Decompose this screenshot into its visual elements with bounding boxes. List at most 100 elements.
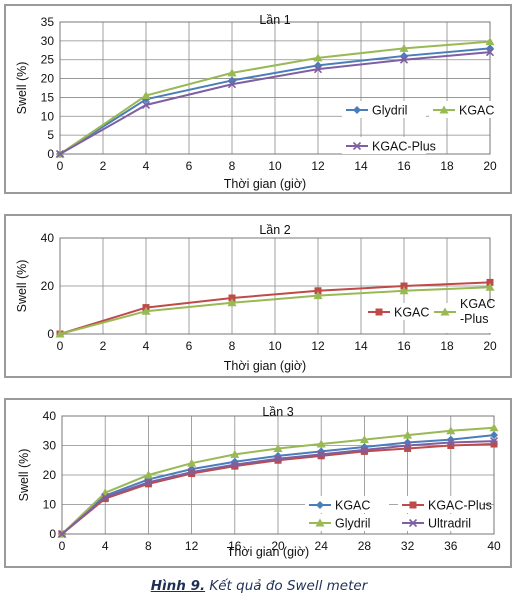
legend-label-kgac-plus: -Plus: [460, 312, 488, 326]
data-point-kgac: [490, 431, 498, 440]
x-tick-label: 8: [229, 159, 236, 173]
plot-area: [61, 415, 495, 535]
data-point-kgac: [400, 282, 408, 290]
y-tick-label: 40: [41, 231, 55, 245]
y-tick-label: 30: [41, 34, 55, 48]
data-point-kgac-plus: [317, 452, 325, 460]
data-point-ultradril: [446, 438, 455, 447]
data-point-kgac-plus: [144, 480, 152, 488]
x-tick-label: 16: [228, 539, 242, 553]
legend-label-ultradril: Ultradril: [428, 517, 471, 531]
data-point-glydril: [230, 449, 240, 458]
series-line-kgac-plus: [59, 51, 491, 155]
y-tick-label: 35: [41, 15, 55, 29]
figure-caption: Hình 9. Kết quả đo Swell meter: [0, 578, 518, 594]
data-point-ultradril: [187, 467, 196, 477]
legend-label-kgac-plus: KGAC-Plus: [428, 499, 492, 513]
legend-label-kgac: KGAC: [459, 104, 494, 118]
data-point-kgac-plus: [404, 444, 412, 452]
chart-2: 0 2 4 6 8 10 12 14 16 18 20 0 20 40 Lần 2 Thời gian (gi…: [15, 223, 497, 373]
data-point-kgac-plus: [227, 298, 237, 307]
data-point-kgac: [274, 451, 282, 460]
data-point-kgac-plus: [447, 442, 455, 449]
y-tick-label: 0: [47, 147, 54, 161]
data-point-kgac-plus: [231, 462, 239, 470]
data-point-glydril: [273, 443, 283, 452]
legend-bg: [429, 101, 510, 118]
legend-label-glydril: Glydril: [372, 104, 407, 118]
x-tick-label: 6: [186, 339, 193, 353]
data-point-kgac: [187, 465, 196, 474]
legend-marker-kgac-plus: [409, 501, 417, 509]
x-tick-label: 4: [102, 539, 109, 553]
x-tick-label: 24: [315, 539, 329, 553]
data-point-kgac: [446, 435, 455, 444]
x-tick-label: 32: [401, 539, 415, 553]
data-point-kgac-plus: [227, 80, 237, 89]
data-point-kgac-plus: [399, 55, 409, 64]
data-point-glydril: [446, 426, 456, 435]
x-tick-label: 14: [354, 159, 368, 173]
y-tick-label: 40: [43, 409, 57, 423]
y-tick-label: 30: [43, 439, 57, 453]
legend-bg: [342, 101, 426, 118]
data-point-glydril: [489, 423, 499, 432]
legend-label-kgac-plus: KGAC-Plus: [372, 140, 436, 154]
data-point-ultradril: [144, 478, 153, 487]
legend-marker-kgac-plus: [440, 307, 450, 316]
data-point-kgac: [227, 68, 237, 77]
x-axis-label: Thời gian (giờ): [227, 545, 309, 559]
x-tick-label: 10: [268, 339, 282, 353]
legend-bg: [364, 303, 448, 320]
data-point-kgac-plus: [274, 456, 282, 464]
legend-marker-kgac: [439, 105, 449, 114]
data-point-glydril: [143, 470, 153, 479]
x-tick-label: 20: [483, 339, 497, 353]
data-point-kgac: [360, 442, 369, 451]
y-axis-label: Swell (%): [15, 62, 29, 115]
legend-marker-ultradril: [408, 518, 418, 528]
legend-marker-kgac: [375, 308, 383, 316]
data-point-ultradril: [317, 450, 326, 459]
x-tick-label: 28: [358, 539, 372, 553]
legend-marker-kgac-plus: [352, 141, 362, 151]
data-point-kgac-plus: [141, 100, 151, 110]
chart-3: 0 4 8 12 16 20 24 28 32 36 40 0 10 20 30 40 Lần 3 Thời gi…: [17, 405, 501, 559]
x-tick-label: 2: [100, 339, 107, 353]
data-point-kgac-plus: [313, 65, 323, 74]
x-tick-label: 16: [397, 159, 411, 173]
legend-marker-glydril: [315, 518, 325, 527]
data-point-kgac-plus: [188, 470, 196, 478]
legend-marker-glydril: [353, 106, 361, 114]
data-point-ultradril: [403, 441, 412, 450]
legend-bg: [305, 496, 389, 513]
data-point-ultradril: [230, 460, 239, 469]
x-axis-label: Thời gian (giờ): [224, 359, 306, 373]
y-tick-label: 0: [49, 527, 56, 541]
chart-title: Lần 3: [262, 405, 293, 419]
figure-label: Hình 9.: [150, 578, 206, 594]
y-axis-label: Swell (%): [17, 449, 31, 502]
chart-1: 0 2 4 6 8 10 12 14 16 18 20 0 5 10 15 20 25 30 35 Lần 1 Thời…: [15, 13, 510, 191]
chart-title: Lần 1: [259, 13, 290, 27]
chart-panel-3: 0 4 8 12 16 20 24 28 32 36 40 0 10 20 30 40 Lần 3 Thời gi…: [4, 398, 512, 568]
figure-caption-text: Kết quả đo Swell meter: [209, 578, 368, 594]
series-line-kgac: [59, 281, 491, 335]
x-tick-label: 36: [444, 539, 458, 553]
x-tick-label: 14: [354, 339, 368, 353]
chart-panel-1: 0 2 4 6 8 10 12 14 16 18 20 0 5 10 15 20 25 30 35 Lần 1 Thời…: [4, 4, 512, 194]
x-tick-label: 16: [397, 339, 411, 353]
data-point-glydril: [316, 439, 326, 448]
x-tick-label: 8: [229, 339, 236, 353]
data-point-glydril: [359, 435, 369, 444]
x-axis-label: Thời gian (giờ): [224, 177, 306, 191]
data-point-ultradril: [273, 454, 283, 463]
x-tick-label: 4: [143, 339, 150, 353]
x-tick-label: 12: [185, 539, 199, 553]
legend-marker-kgac: [316, 501, 324, 509]
x-tick-label: 12: [311, 159, 325, 173]
data-point-kgac: [141, 91, 151, 100]
series-line-kgac: [59, 40, 491, 155]
y-tick-label: 25: [41, 53, 55, 67]
x-tick-label: 0: [59, 539, 66, 553]
